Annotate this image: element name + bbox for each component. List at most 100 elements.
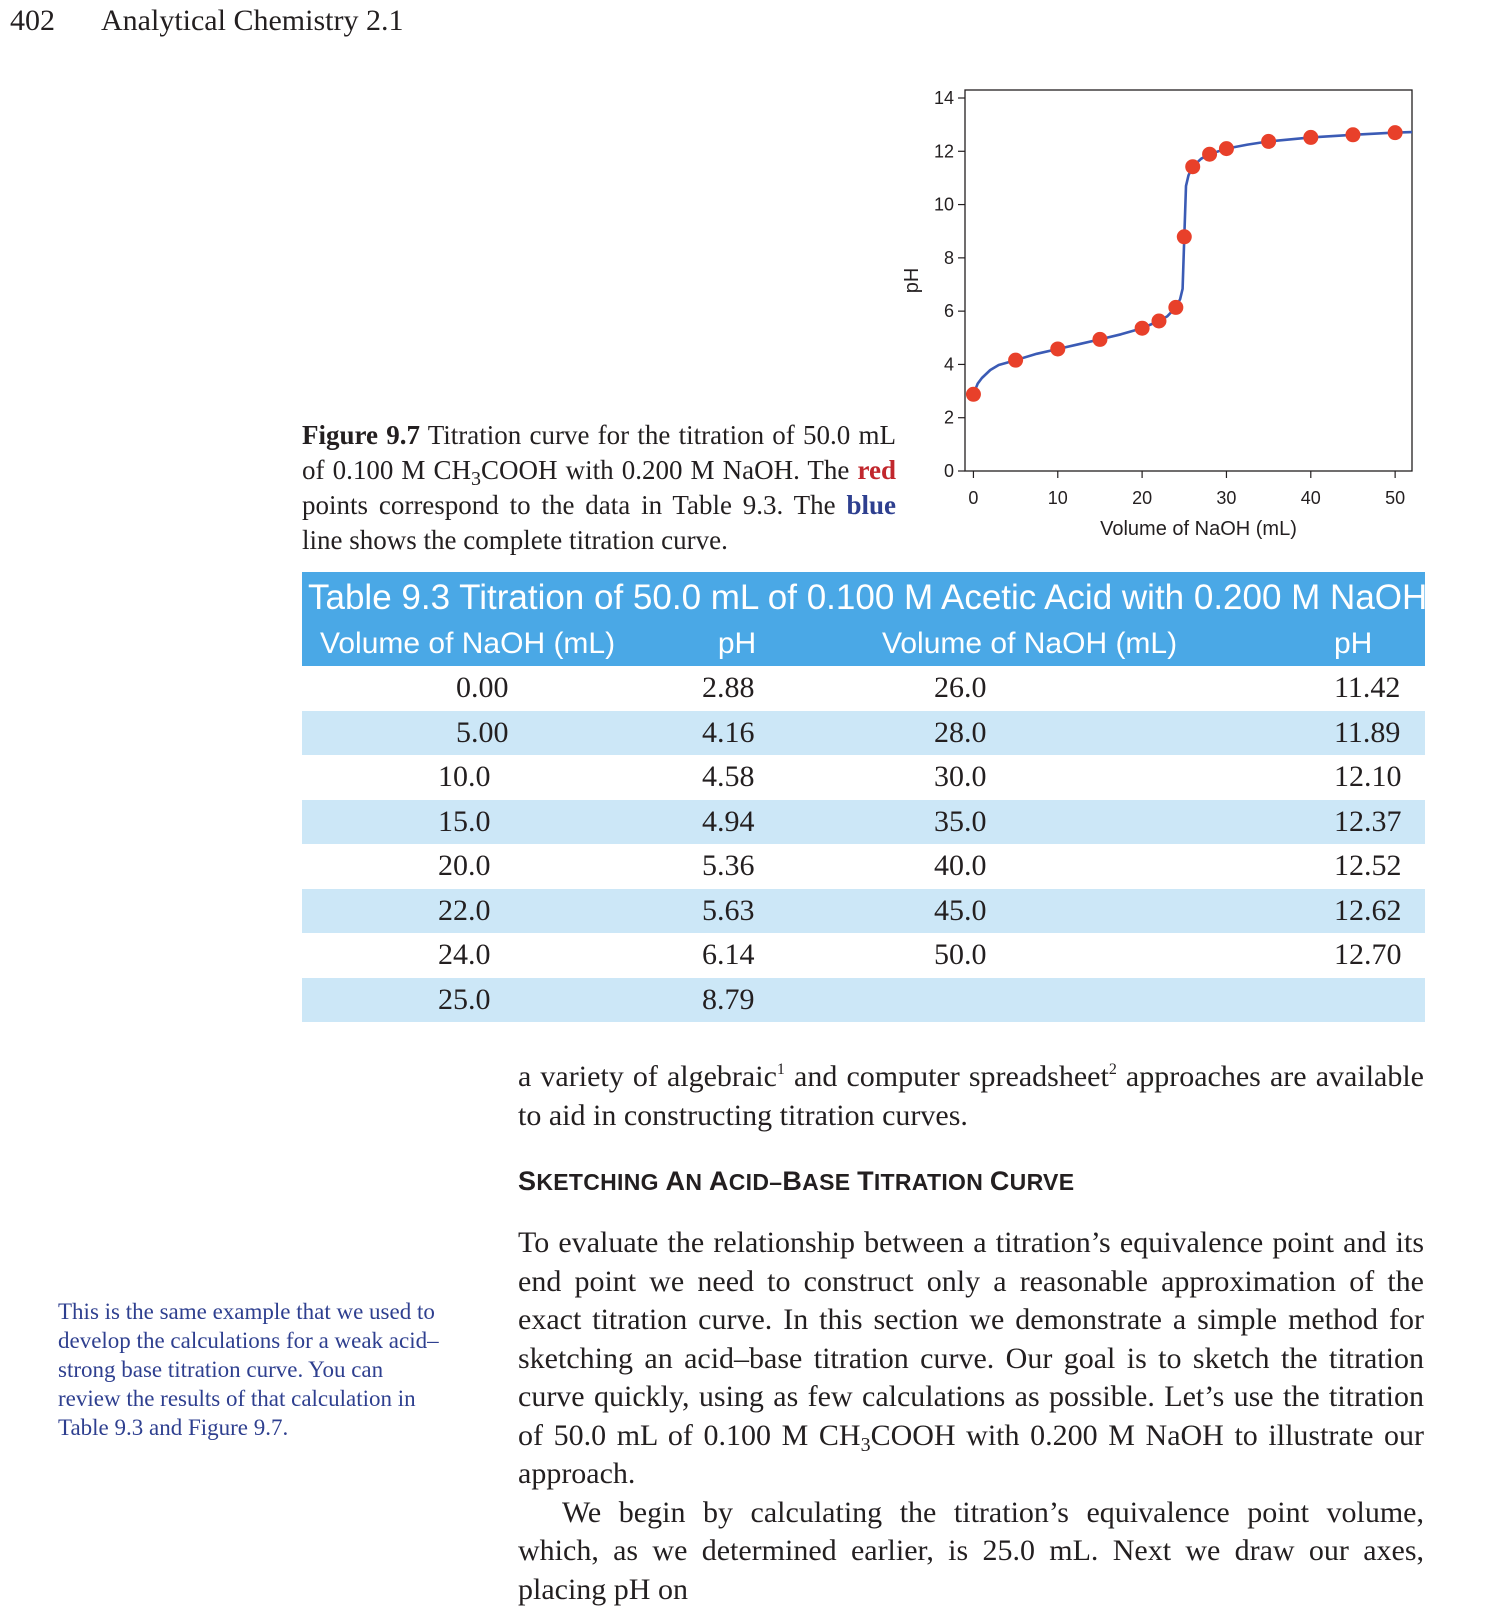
table-cell: 15.0: [302, 805, 662, 839]
figure-caption: Figure 9.7 Titration curve for the titra…: [302, 418, 896, 558]
y-tick-label: 12: [934, 141, 954, 161]
table-header-ph: pH: [1282, 627, 1425, 661]
caption-blue-word: blue: [846, 490, 896, 520]
table-cell: 6.14: [662, 938, 812, 972]
x-tick-label: 0: [968, 488, 978, 508]
table-cell: 12.37: [1282, 805, 1425, 839]
table-header-volume: Volume of NaOH (mL): [302, 627, 662, 661]
table-header-volume: Volume of NaOH (mL): [812, 627, 1282, 661]
data-point: [1177, 229, 1192, 244]
heading-smallcaps: ITRATION: [874, 1169, 990, 1195]
heading-smallcaps: N: [685, 1169, 709, 1195]
data-point: [1202, 147, 1217, 162]
paragraph: We begin by calculating the titration’s …: [518, 1494, 1424, 1609]
plot-frame: [965, 90, 1412, 471]
caption-text: COOH with 0.200 M NaOH. The: [481, 455, 857, 485]
table-cell: 8.79: [662, 983, 812, 1017]
caption-text: points correspond to the data in Table 9…: [302, 490, 846, 520]
data-point: [1219, 141, 1234, 156]
table-cell: 24.0: [302, 938, 662, 972]
data-point: [1185, 159, 1200, 174]
y-tick-label: 0: [944, 461, 954, 481]
data-point: [1261, 134, 1276, 149]
heading-cap: B: [782, 1166, 802, 1196]
x-tick-label: 40: [1301, 488, 1321, 508]
x-tick-label: 20: [1132, 488, 1152, 508]
table-cell: 5.00: [302, 716, 662, 750]
x-axis-label: Volume of NaOH (mL): [1100, 518, 1297, 540]
data-table: Table 9.3 Titration of 50.0 mL of 0.100 …: [302, 572, 1425, 1022]
x-tick-label: 30: [1216, 488, 1236, 508]
y-tick-label: 10: [934, 195, 954, 215]
heading-smallcaps: CID–: [729, 1169, 783, 1195]
table-cell: 12.52: [1282, 849, 1425, 883]
data-point: [1388, 125, 1403, 140]
table-cell: 10.0: [302, 760, 662, 794]
page-number: 402: [10, 4, 55, 37]
table-cell: 12.62: [1282, 894, 1425, 928]
y-axis-label: pH: [901, 268, 923, 294]
book-title: Analytical Chemistry 2.1: [101, 4, 403, 37]
x-tick-label: 50: [1385, 488, 1405, 508]
heading-cap: T: [857, 1166, 874, 1196]
heading-smallcaps: KETCHING: [536, 1169, 665, 1195]
y-tick-label: 8: [944, 248, 954, 268]
y-tick-label: 4: [944, 354, 954, 374]
running-head: 402 Analytical Chemistry 2.1: [10, 4, 403, 38]
heading-cap: A: [666, 1166, 686, 1196]
table-cell: 30.0: [812, 760, 1282, 794]
body-text: a variety of algebraic1 and computer spr…: [518, 1058, 1424, 1609]
table-cell: 26.0: [812, 671, 1282, 705]
data-point: [1008, 353, 1023, 368]
table-cell: 2.88: [662, 671, 812, 705]
paragraph: a variety of algebraic1 and computer spr…: [518, 1058, 1424, 1135]
table-cell: 0.00: [302, 671, 662, 705]
data-point: [1345, 127, 1360, 142]
caption-red-word: red: [858, 455, 897, 485]
footnote-ref: 1: [777, 1061, 785, 1078]
subscript: 3: [861, 1434, 871, 1456]
caption-text: line shows the complete titration curve.: [302, 525, 728, 555]
text-run: a variety of algebraic: [518, 1060, 777, 1093]
table-header-ph: pH: [662, 627, 812, 661]
y-tick-label: 6: [944, 301, 954, 321]
heading-smallcaps: ASE: [802, 1169, 857, 1195]
paragraph: To evaluate the relationship between a t…: [518, 1224, 1424, 1494]
figure-label: Figure 9.7: [302, 420, 420, 450]
table-cell: 20.0: [302, 849, 662, 883]
heading-smallcaps: URVE: [1010, 1169, 1075, 1195]
x-tick-label: 10: [1048, 488, 1068, 508]
footnote-ref: 2: [1109, 1061, 1117, 1078]
table-cell: 12.10: [1282, 760, 1425, 794]
table-cell: 22.0: [302, 894, 662, 928]
y-tick-label: 14: [934, 88, 954, 108]
table-cell: 50.0: [812, 938, 1282, 972]
table-cell: 4.58: [662, 760, 812, 794]
data-point: [1050, 341, 1065, 356]
data-point: [1151, 314, 1166, 329]
table-cell: 25.0: [302, 983, 662, 1017]
data-point: [966, 387, 981, 402]
section-heading: SKETCHING AN ACID–BASE TITRATION CURVE: [518, 1161, 1424, 1202]
text-run: and computer spreadsheet: [785, 1060, 1109, 1093]
margin-note: This is the same example that we used to…: [58, 1297, 442, 1442]
data-point: [1135, 321, 1150, 336]
heading-cap: S: [518, 1166, 536, 1196]
table-cell: 40.0: [812, 849, 1282, 883]
data-point: [1168, 300, 1183, 315]
table-cell: 4.94: [662, 805, 812, 839]
data-point: [1092, 332, 1107, 347]
caption-subscript: 3: [471, 468, 481, 490]
heading-cap: C: [990, 1166, 1010, 1196]
table-cell: 11.89: [1282, 716, 1425, 750]
